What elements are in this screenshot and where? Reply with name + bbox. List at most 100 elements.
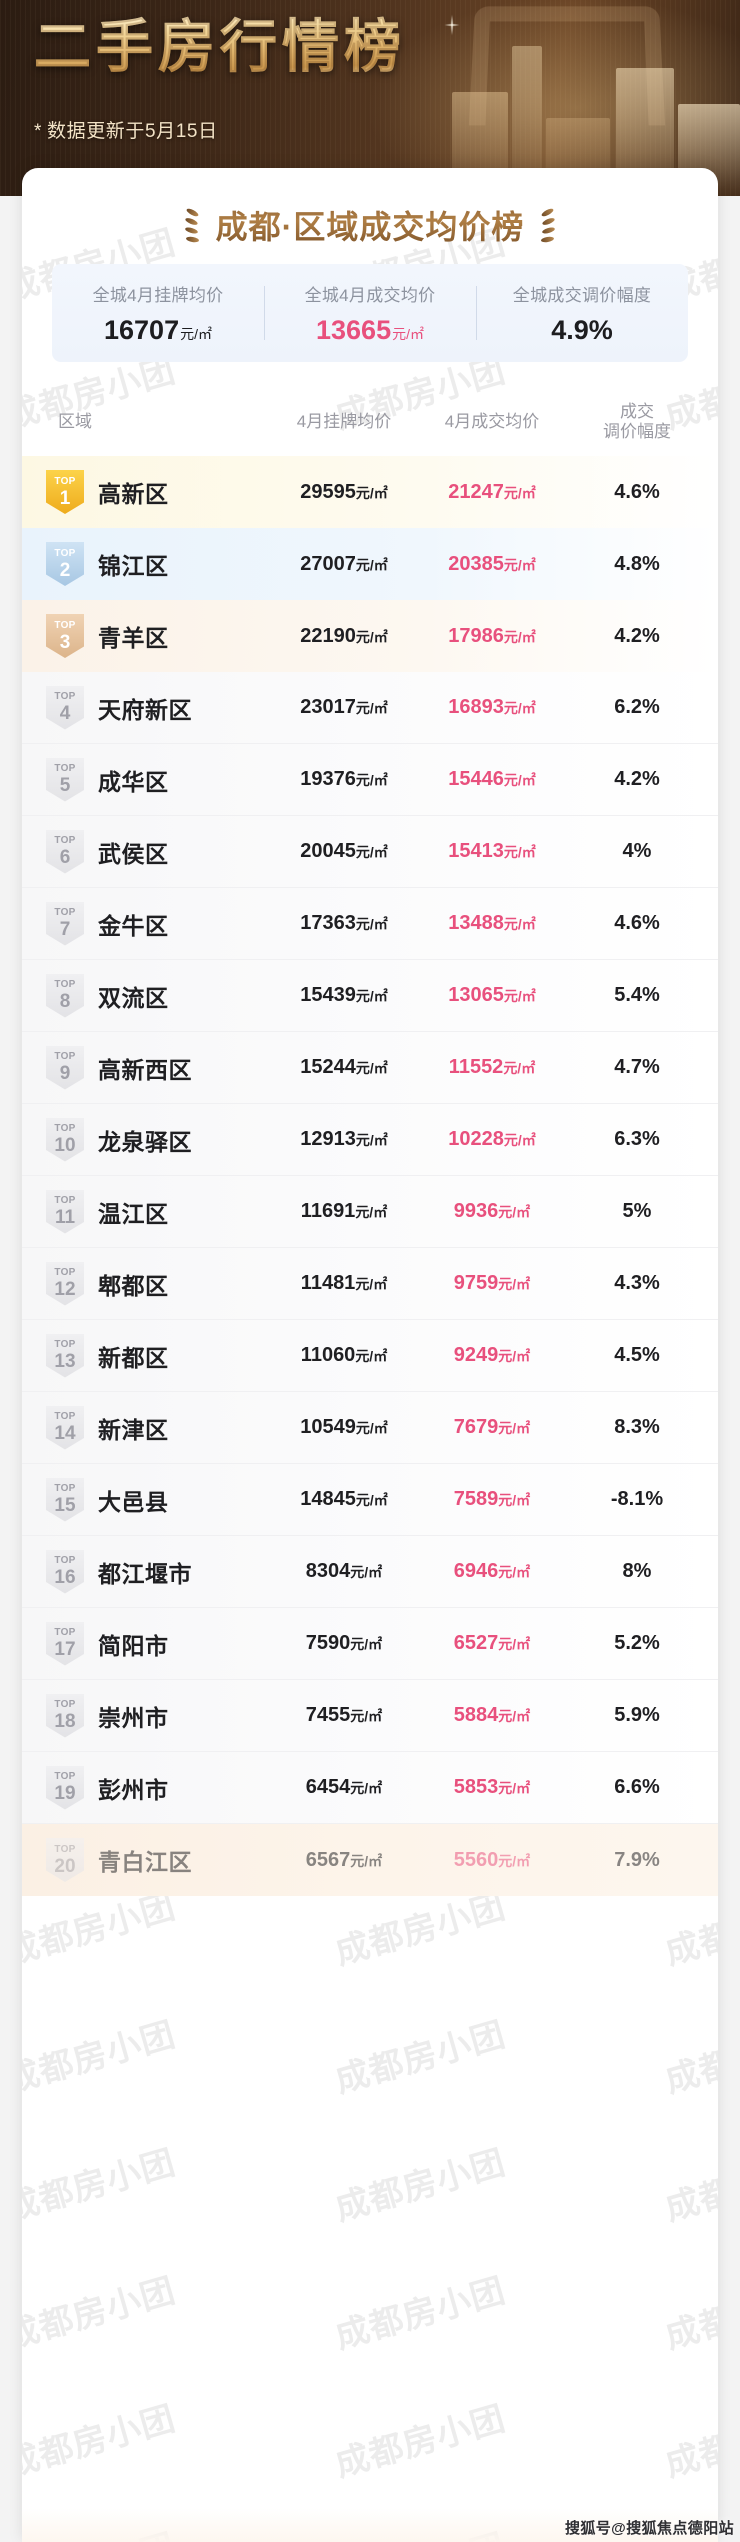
column-header-adjustment-line1: 成交	[620, 402, 654, 421]
region-name: 简阳市	[98, 1632, 169, 1659]
listing-price-value: 12913	[300, 1128, 356, 1150]
table-row[interactable]: TOP 4 天府新区 23017元/㎡ 16893元/㎡ 6.2%	[22, 672, 718, 744]
summary-unit: 元/㎡	[180, 325, 212, 342]
rank-badge: TOP 3	[46, 614, 84, 658]
hero-update-text: 数据更新于5月15日	[47, 121, 218, 142]
deal-price: 13488元/㎡	[418, 912, 566, 935]
watermark-text: 成都房小团	[661, 2271, 718, 2357]
region-name: 武侯区	[98, 840, 169, 867]
rank-number: 16	[54, 1567, 76, 1588]
rank-badge: TOP 19	[46, 1765, 84, 1810]
deal-price-unit: 元/㎡	[498, 1780, 531, 1796]
rank-prefix: TOP	[54, 1771, 76, 1782]
column-header-adjustment: 成交 调价幅度	[578, 402, 696, 441]
rank-number: 20	[54, 1855, 76, 1877]
summary-label: 全城成交调价幅度	[512, 285, 652, 305]
table-row[interactable]: TOP 17 简阳市 7590元/㎡ 6527元/㎡ 5.2%	[22, 1608, 718, 1680]
listing-price-value: 7455	[305, 1704, 351, 1726]
adjustment-rate: -8.1%	[610, 1488, 664, 1510]
listing-price: 8304元/㎡	[270, 1560, 418, 1583]
deal-price-value: 5853	[453, 1776, 499, 1798]
rank-badge: TOP 14	[46, 1405, 84, 1450]
deal-price-value: 16893	[448, 696, 504, 718]
table-row[interactable]: TOP 11 温江区 11691元/㎡ 9936元/㎡ 5%	[22, 1176, 718, 1248]
listing-price-unit: 元/㎡	[355, 916, 388, 932]
deal-price-value: 7589	[453, 1488, 499, 1510]
listing-price-unit: 元/㎡	[355, 1420, 388, 1436]
listing-price: 15439元/㎡	[270, 984, 418, 1007]
listing-price: 17363元/㎡	[270, 912, 418, 935]
listing-price-value: 11691	[300, 1200, 356, 1222]
region-name: 成华区	[98, 768, 169, 795]
deal-price-value: 9249	[453, 1344, 499, 1366]
table-row[interactable]: TOP 19 彭州市 6454元/㎡ 5853元/㎡ 6.6%	[22, 1752, 718, 1824]
table-row[interactable]: TOP 15 大邑县 14845元/㎡ 7589元/㎡ -8.1%	[22, 1464, 718, 1536]
table-row[interactable]: TOP 2 锦江区 27007元/㎡ 20385元/㎡ 4.8%	[22, 528, 718, 600]
table-row[interactable]: TOP 6 武侯区 20045元/㎡ 15413元/㎡ 4%	[22, 816, 718, 888]
table-row[interactable]: TOP 20 青白江区 6567元/㎡ 5560元/㎡ 7.9%	[22, 1824, 718, 1896]
table-row[interactable]: TOP 16 都江堰市 8304元/㎡ 6946元/㎡ 8%	[22, 1536, 718, 1608]
listing-price-value: 8304	[305, 1560, 351, 1582]
rank-number: 17	[54, 1639, 76, 1660]
listing-price: 22190元/㎡	[270, 625, 418, 648]
summary-panel: 全城4月挂牌均价 16707元/㎡ 全城4月成交均价 13665元/㎡ 全城成交调价幅度…	[52, 264, 688, 362]
asterisk-icon: *	[34, 121, 42, 142]
adjustment-rate: 4%	[622, 840, 652, 862]
rank-number: 2	[59, 559, 71, 581]
table-row[interactable]: TOP 12 郫都区 11481元/㎡ 9759元/㎡ 4.3%	[22, 1248, 718, 1320]
listing-price-unit: 元/㎡	[355, 988, 388, 1004]
summary-number: 16707	[104, 314, 180, 345]
table-row[interactable]: TOP 18 崇州市 7455元/㎡ 5884元/㎡ 5.9%	[22, 1680, 718, 1752]
deal-price: 5884元/㎡	[418, 1704, 566, 1727]
deal-price: 5853元/㎡	[418, 1776, 566, 1799]
table-row[interactable]: TOP 1 高新区 29595元/㎡ 21247元/㎡ 4.6%	[22, 456, 718, 528]
deal-price-unit: 元/㎡	[498, 1348, 531, 1364]
table-row[interactable]: TOP 14 新津区 10549元/㎡ 7679元/㎡ 8.3%	[22, 1392, 718, 1464]
table-row[interactable]: TOP 13 新都区 11060元/㎡ 9249元/㎡ 4.5%	[22, 1320, 718, 1392]
listing-price-unit: 元/㎡	[355, 844, 388, 860]
watermark-text: 成都房小团	[331, 2271, 510, 2357]
adjustment-rate: 4.6%	[614, 912, 660, 934]
listing-price-unit: 元/㎡	[350, 1780, 383, 1796]
listing-price: 11481元/㎡	[270, 1272, 418, 1295]
summary-cell-2: 全城4月成交均价 13665元/㎡	[264, 264, 476, 362]
region-name: 郫都区	[98, 1272, 169, 1299]
rank-number: 12	[54, 1279, 76, 1300]
region-name: 天府新区	[98, 696, 192, 723]
region-name: 锦江区	[98, 553, 169, 579]
listing-price-unit: 元/㎡	[355, 1204, 388, 1220]
table-row[interactable]: TOP 8 双流区 15439元/㎡ 13065元/㎡ 5.4%	[22, 960, 718, 1032]
summary-cell-3: 全城成交调价幅度 4.9%	[476, 264, 688, 362]
summary-number: 13665	[316, 314, 392, 345]
table-row[interactable]: TOP 7 金牛区 17363元/㎡ 13488元/㎡ 4.6%	[22, 888, 718, 960]
rank-badge: TOP 11	[46, 1189, 84, 1234]
deal-price-unit: 元/㎡	[498, 1564, 531, 1580]
listing-price-unit: 元/㎡	[350, 1852, 383, 1869]
deal-price: 15446元/㎡	[418, 768, 566, 791]
table-row[interactable]: TOP 3 青羊区 22190元/㎡ 17986元/㎡ 4.2%	[22, 600, 718, 672]
rank-prefix: TOP	[54, 763, 76, 774]
deal-price-unit: 元/㎡	[503, 772, 536, 788]
rank-badge: TOP 4	[46, 685, 84, 730]
table-row[interactable]: TOP 5 成华区 19376元/㎡ 15446元/㎡ 4.2%	[22, 744, 718, 816]
summary-number: 4.9%	[551, 314, 613, 345]
listing-price-unit: 元/㎡	[355, 1492, 388, 1508]
adjustment-rate: 4.5%	[614, 1344, 660, 1366]
listing-price-value: 15439	[300, 984, 356, 1006]
watermark-text: 成都房小团	[661, 2399, 718, 2485]
column-header-deal-price: 4月成交均价	[444, 412, 540, 431]
deal-price-value: 9936	[453, 1200, 499, 1222]
rank-number: 7	[59, 919, 71, 940]
table-row[interactable]: TOP 9 高新西区 15244元/㎡ 11552元/㎡ 4.7%	[22, 1032, 718, 1104]
table-row[interactable]: TOP 10 龙泉驿区 12913元/㎡ 10228元/㎡ 6.3%	[22, 1104, 718, 1176]
deal-price-value: 9759	[453, 1272, 499, 1294]
rank-badge: TOP 13	[46, 1333, 84, 1378]
listing-price-value: 22190	[300, 624, 356, 647]
deal-price-value: 7679	[453, 1416, 499, 1438]
card-title-row: 成都·区域成交均价榜	[22, 202, 718, 248]
sparkle-icon	[441, 10, 463, 40]
deal-price-unit: 元/㎡	[498, 1708, 531, 1724]
deal-price-unit: 元/㎡	[498, 1492, 531, 1508]
bottom-fade-overlay	[22, 2508, 718, 2542]
listing-price: 11060元/㎡	[270, 1344, 418, 1367]
